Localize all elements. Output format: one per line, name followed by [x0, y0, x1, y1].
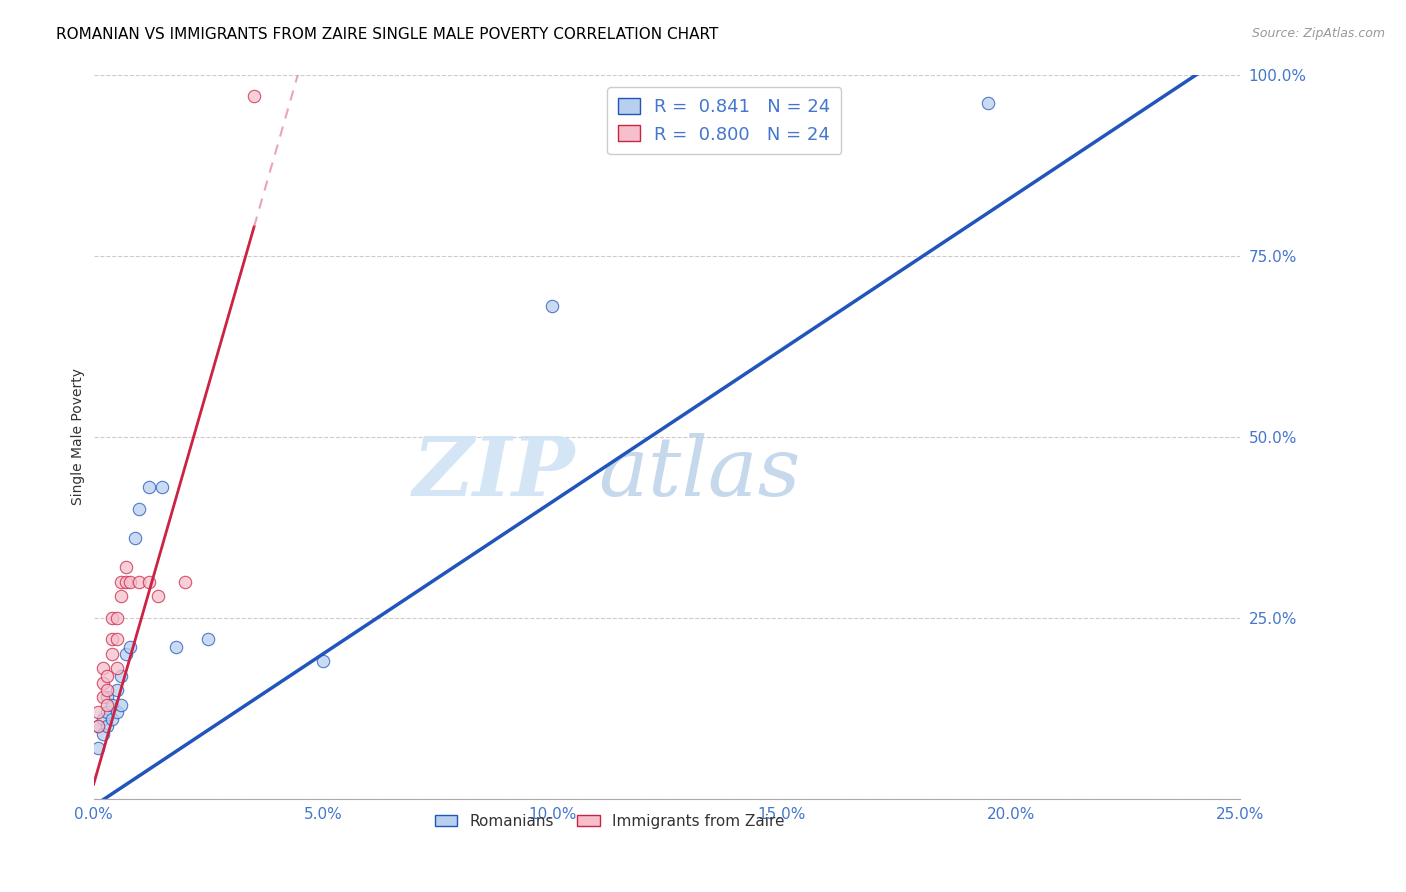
Text: Source: ZipAtlas.com: Source: ZipAtlas.com	[1251, 27, 1385, 40]
Point	[91, 676, 114, 690]
Legend: Romanians, Immigrants from Zaire: Romanians, Immigrants from Zaire	[429, 807, 790, 835]
Point	[197, 632, 219, 647]
Point	[96, 719, 118, 733]
Point	[105, 683, 128, 698]
Point	[243, 89, 266, 103]
Point	[105, 705, 128, 719]
Point	[312, 654, 335, 668]
Point	[138, 574, 160, 589]
Point	[105, 632, 128, 647]
Point	[541, 299, 564, 313]
Point	[110, 589, 132, 603]
Point	[87, 741, 110, 756]
Text: ZIP: ZIP	[412, 433, 575, 513]
Point	[96, 690, 118, 705]
Point	[114, 574, 136, 589]
Point	[101, 712, 124, 726]
Point	[105, 611, 128, 625]
Point	[91, 690, 114, 705]
Point	[120, 640, 142, 654]
Text: atlas: atlas	[598, 433, 800, 513]
Point	[114, 647, 136, 661]
Point	[96, 669, 118, 683]
Point	[101, 632, 124, 647]
Point	[87, 719, 110, 733]
Point	[87, 705, 110, 719]
Point	[150, 480, 173, 494]
Point	[120, 574, 142, 589]
Point	[101, 698, 124, 712]
Point	[101, 611, 124, 625]
Point	[128, 574, 150, 589]
Point	[146, 589, 169, 603]
Point	[110, 574, 132, 589]
Y-axis label: Single Male Poverty: Single Male Poverty	[72, 368, 86, 505]
Point	[138, 480, 160, 494]
Point	[977, 96, 1000, 111]
Point	[174, 574, 197, 589]
Point	[128, 502, 150, 516]
Point	[105, 661, 128, 675]
Point	[96, 705, 118, 719]
Point	[96, 698, 118, 712]
Point	[87, 719, 110, 733]
Point	[114, 560, 136, 574]
Point	[110, 669, 132, 683]
Point	[91, 661, 114, 675]
Point	[91, 712, 114, 726]
Point	[91, 726, 114, 740]
Point	[96, 683, 118, 698]
Point	[101, 647, 124, 661]
Point	[124, 531, 146, 545]
Point	[110, 698, 132, 712]
Text: ROMANIAN VS IMMIGRANTS FROM ZAIRE SINGLE MALE POVERTY CORRELATION CHART: ROMANIAN VS IMMIGRANTS FROM ZAIRE SINGLE…	[56, 27, 718, 42]
Point	[165, 640, 187, 654]
